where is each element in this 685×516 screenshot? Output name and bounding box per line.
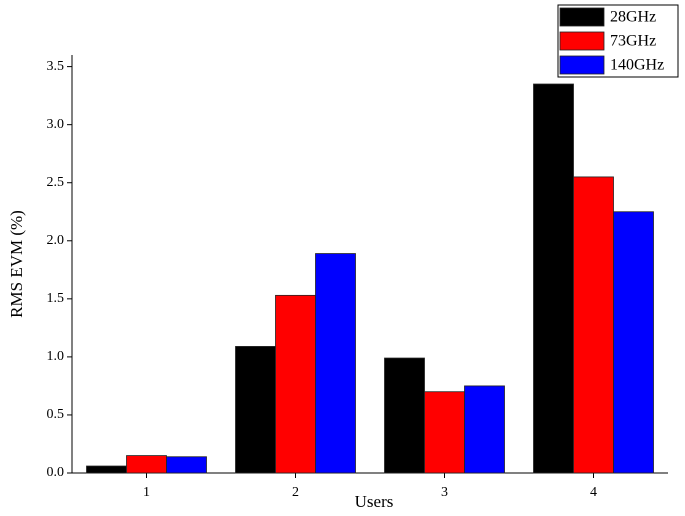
legend-text: 28GHz xyxy=(610,9,656,26)
bar xyxy=(533,83,574,474)
x-tick-label: 1 xyxy=(143,485,150,500)
y-tick-label: 0.5 xyxy=(47,407,65,422)
y-axis-title: RMS EVM (%) xyxy=(7,210,26,318)
x-tick-label: 3 xyxy=(441,485,448,500)
bar xyxy=(235,346,276,474)
legend-swatch xyxy=(559,31,605,51)
bar xyxy=(613,211,654,474)
bar xyxy=(166,456,207,474)
bar xyxy=(424,391,465,474)
x-axis-title: Users xyxy=(355,492,394,511)
y-tick-label: 3.5 xyxy=(47,59,65,74)
bar xyxy=(384,357,425,474)
y-tick-label: 0.0 xyxy=(47,465,65,480)
legend-swatch xyxy=(559,55,605,75)
x-tick-label: 2 xyxy=(292,485,299,500)
bar xyxy=(315,253,356,474)
y-tick-label: 2.0 xyxy=(47,233,65,248)
bar xyxy=(275,294,316,474)
y-tick-label: 2.5 xyxy=(47,175,65,190)
y-tick-label: 1.5 xyxy=(47,291,65,306)
legend-text: 73GHz xyxy=(610,33,656,50)
x-tick-label: 4 xyxy=(590,485,597,500)
bar xyxy=(86,465,127,474)
y-tick-label: 3.0 xyxy=(47,117,65,132)
legend-text: 140GHz xyxy=(610,57,664,74)
bar xyxy=(464,385,505,474)
bar xyxy=(126,455,167,474)
bar xyxy=(573,176,614,474)
legend-swatch xyxy=(559,7,605,27)
y-tick-label: 1.0 xyxy=(47,349,65,364)
